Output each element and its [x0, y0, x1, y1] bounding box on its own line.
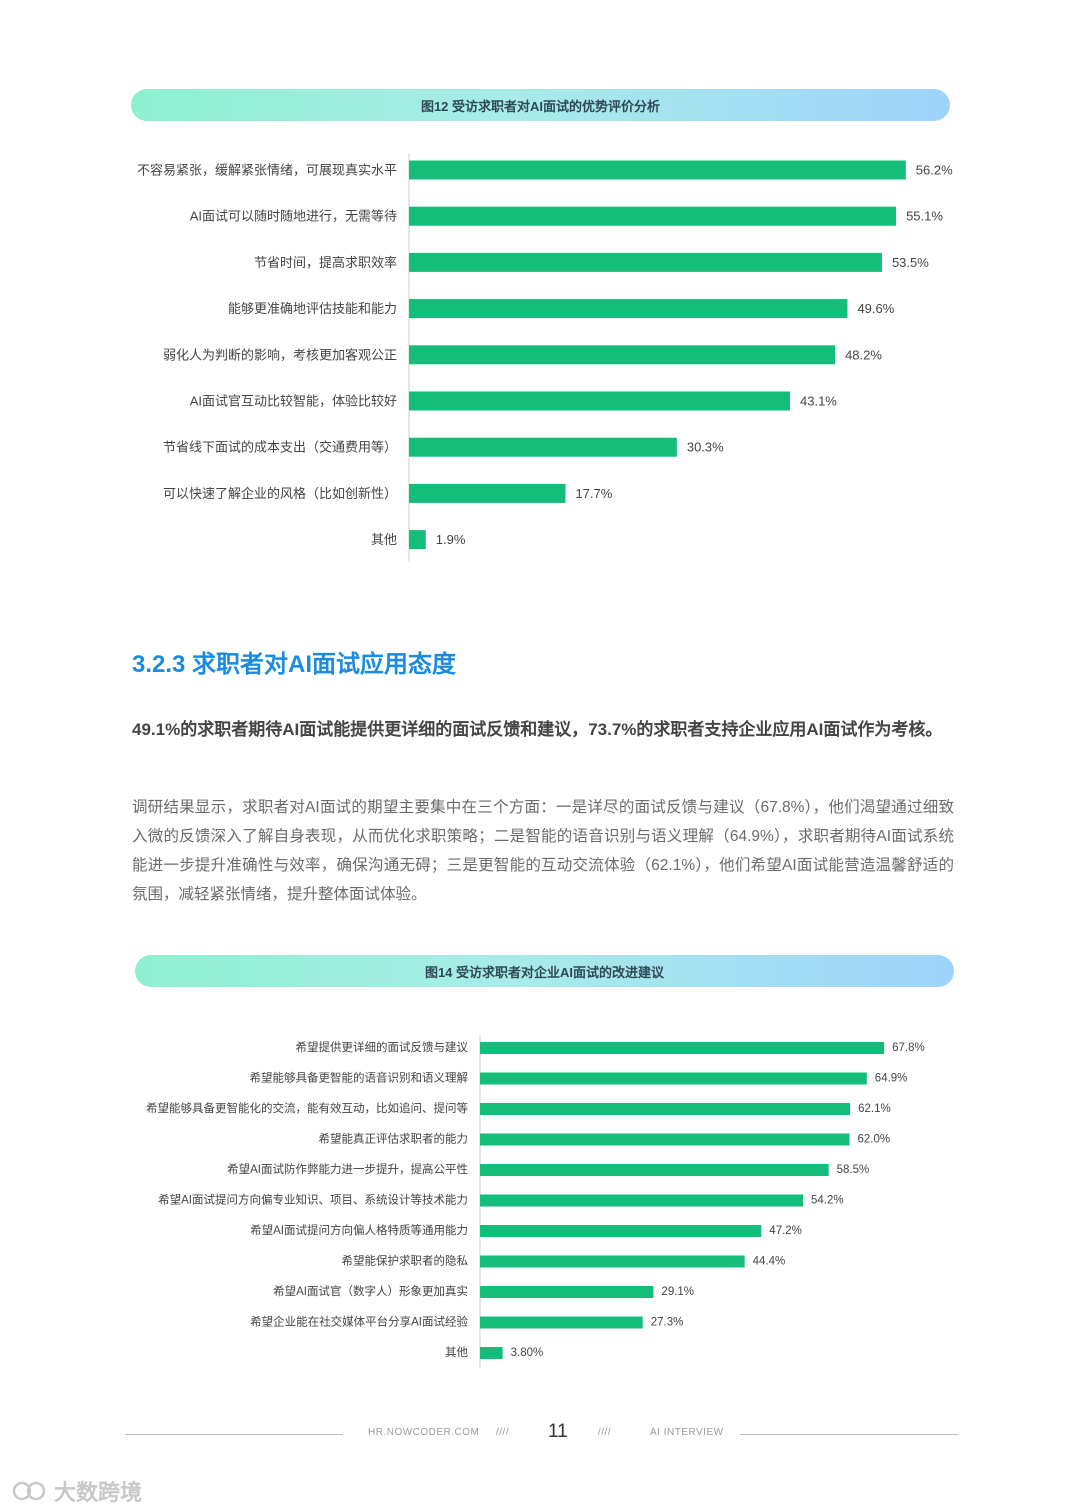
- footer-rule-right: [740, 1434, 958, 1435]
- chart1-bar: [480, 1194, 804, 1207]
- chart0-category-label: 不容易紧张，缓解紧张情绪，可展现真实水平: [137, 163, 397, 178]
- chart1-bar: [480, 1042, 885, 1054]
- footer-sep-left: ////: [496, 1427, 510, 1438]
- chart1-category-label: 其他: [445, 1346, 468, 1359]
- footer-sep-right: ////: [598, 1427, 612, 1438]
- chart1-bar: [480, 1255, 745, 1268]
- chart1-value-label: 3.80%: [511, 1347, 544, 1359]
- chart1-title: 图12 受访求职者对AI面试的优势评价分析: [420, 98, 661, 114]
- chart1-bar: [480, 1225, 762, 1237]
- chart0-bar: [409, 299, 848, 319]
- chart0-category-label: AI面试可以随时随地进行，无需等待: [190, 209, 397, 224]
- chart1-category-label: 希望AI面试提问方向偏专业知识、项目、系统设计等技术能力: [158, 1193, 468, 1207]
- watermark: 大数跨境: [12, 1475, 142, 1507]
- chart0-bar: [409, 206, 897, 226]
- chart0-category-label: AI面试官互动比较智能，体验比较好: [190, 394, 397, 409]
- chart0-category-label: 其他: [371, 532, 397, 547]
- chart0-value-label: 17.7%: [575, 486, 612, 501]
- chart0-bar: [409, 345, 836, 365]
- chart1-value-label: 58.5%: [837, 1164, 870, 1176]
- chart1-category-label: 希望企业能在社交媒体平台分享AI面试经验: [250, 1315, 468, 1329]
- chart0-bar: [409, 530, 426, 550]
- section-body: 调研结果显示，求职者对AI面试的期望主要集中在三个方面：一是详尽的面试反馈与建议…: [132, 799, 954, 903]
- chart0-value-label: 53.5%: [892, 255, 929, 270]
- page-number: 11: [548, 1421, 568, 1442]
- chart0-value-label: 30.3%: [687, 440, 724, 455]
- page-footer: HR.NOWCODER.COM //// 11 //// AI INTERVIE…: [0, 1420, 1080, 1448]
- chart1-category-label: 希望能保护求职者的隐私: [342, 1254, 469, 1268]
- chart0-value-label: 49.6%: [857, 301, 894, 316]
- section-title: 3.2.3 求职者对AI面试应用态度: [132, 651, 457, 678]
- watermark-text: 大数跨境: [54, 1480, 143, 1505]
- footer-rule-left: [125, 1434, 343, 1435]
- chart1-value-label: 64.9%: [875, 1073, 908, 1085]
- watermark-logo-icon: [12, 1481, 46, 1501]
- footer-right-label: AI INTERVIEW: [650, 1427, 724, 1438]
- chart0-category-label: 弱化人为判断的影响，考核更加客观公正: [163, 347, 397, 362]
- chart1-value-label: 62.0%: [858, 1134, 891, 1146]
- chart0-value-label: 1.9%: [436, 532, 466, 547]
- chart2-title: 图14 受访求职者对企业AI面试的改进建议: [424, 964, 665, 980]
- footer-site: HR.NOWCODER.COM: [368, 1427, 480, 1438]
- chart1-category-label: 希望AI面试提问方向偏人格特质等通用能力: [250, 1223, 468, 1237]
- chart0-value-label: 48.2%: [845, 347, 882, 362]
- chart1-bar: [480, 1316, 643, 1329]
- chart0-value-label: 43.1%: [800, 394, 837, 409]
- chart1-bar: [480, 1286, 654, 1298]
- chart1-title-banner: 图12 受访求职者对AI面试的优势评价分析: [131, 89, 950, 121]
- chart0-category-label: 可以快速了解企业的风格（比如创新性）: [163, 486, 397, 501]
- chart1-value-label: 29.1%: [661, 1286, 694, 1298]
- chart1-bar: [480, 1164, 829, 1176]
- chart1-category-label: 希望能够具备更智能的语音识别和语义理解: [250, 1071, 469, 1085]
- chart0-category-label: 节省线下面试的成本支出（交通费用等）: [163, 440, 397, 455]
- chart1-value-label: 54.2%: [811, 1195, 844, 1207]
- chart1-value-label: 27.3%: [651, 1317, 684, 1329]
- chart1-category-label: 希望AI面试官（数字人）形象更加真实: [273, 1284, 468, 1298]
- chart0-bar: [409, 391, 791, 411]
- chart1-value-label: 44.4%: [753, 1256, 786, 1268]
- chart2-bar-chart: 希望提供更详细的面试反馈与建议 67.8% 希望能够具备更智能的语音识别和语义理解 6…: [146, 1035, 925, 1368]
- chart1-bar: [480, 1133, 850, 1146]
- chart0-bar: [409, 483, 566, 503]
- chart0-bar: [409, 160, 906, 180]
- chart1-value-label: 62.1%: [858, 1103, 891, 1115]
- chart1-value-label: 67.8%: [892, 1042, 925, 1054]
- chart1-bar: [480, 1103, 851, 1115]
- chart0-value-label: 56.2%: [916, 163, 953, 178]
- chart2-title-banner: 图14 受访求职者对企业AI面试的改进建议: [135, 955, 954, 987]
- chart1-category-label: 希望提供更详细的面试反馈与建议: [296, 1040, 469, 1054]
- chart0-bar: [409, 252, 882, 272]
- chart0-category-label: 能够更准确地评估技能和能力: [228, 301, 397, 316]
- chart1-bar-chart: 不容易紧张，缓解紧张情绪，可展现真实水平 56.2% AI面试可以随时随地进行，无需…: [137, 153, 953, 562]
- chart1-category-label: 希望AI面试防作弊能力进一步提升，提高公平性: [227, 1162, 468, 1176]
- chart1-bar: [480, 1072, 867, 1085]
- chart1-bar: [480, 1347, 503, 1359]
- chart1-category-label: 希望能够具备更智能化的交流，能有效互动，比如追问、提问等: [146, 1101, 468, 1115]
- section-lead: 49.1%的求职者期待AI面试能提供更详细的面试反馈和建议，73.7%的求职者支…: [132, 720, 943, 739]
- chart0-bar: [409, 437, 677, 457]
- chart0-value-label: 55.1%: [906, 209, 943, 224]
- chart0-category-label: 节省时间，提高求职效率: [254, 255, 397, 270]
- chart1-value-label: 47.2%: [769, 1225, 802, 1237]
- chart1-category-label: 希望能真正评估求职者的能力: [319, 1132, 469, 1146]
